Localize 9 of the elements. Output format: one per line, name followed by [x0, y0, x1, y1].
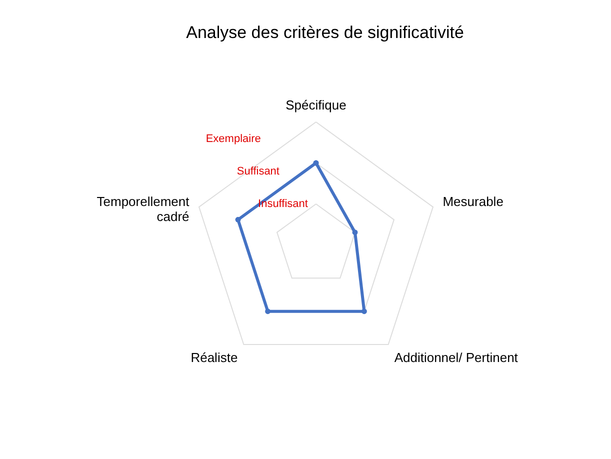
spoke-label: Réaliste [190, 350, 238, 365]
y-tick-label: Suffisant [236, 166, 280, 178]
spoke-label: Additionnel/ Pertinent [394, 350, 518, 365]
chart-title: Analyse des critères de significativité [186, 23, 464, 42]
spoke-label: Temporellement cadré [96, 194, 190, 224]
y-tick-label: Insuffisant [258, 198, 308, 210]
y-tick-label: Exemplaire [206, 132, 261, 145]
spoke-label: Spécifique [286, 98, 346, 113]
spoke-label: Mesurable [442, 194, 504, 209]
